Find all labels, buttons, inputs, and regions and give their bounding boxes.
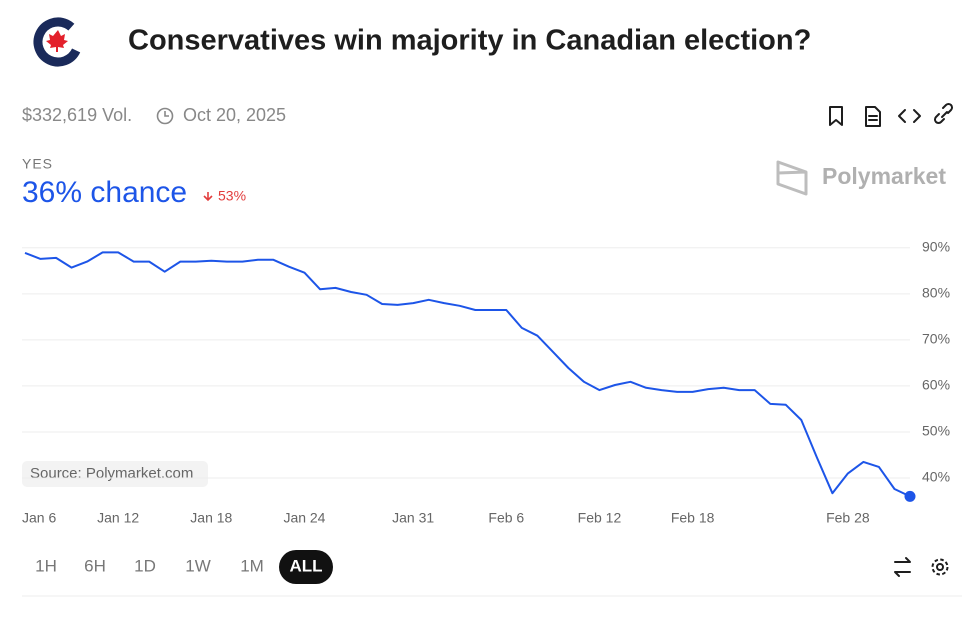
link-button[interactable] [933,102,954,125]
end-date: Oct 20, 2025 [183,105,286,125]
range-active [279,550,333,584]
y-tick-label: 80% [922,285,950,301]
clock-icon [156,107,174,125]
market-title: Conservatives win majority in Canadian e… [128,25,811,57]
chance: 36% chance [22,176,187,209]
party-logo [33,17,83,67]
x-tick-label: Feb 12 [578,510,622,526]
price-line [24,251,911,498]
bookmark-button[interactable] [829,106,843,126]
x-tick-label: Jan 12 [97,510,139,526]
chart: 40% 50% 60% 70% 80% 90% Jan 6 Jan 12 Jan 18 Jan 2… [22,239,950,526]
chance-change: 53% [218,188,246,204]
x-tick-label: Jan 24 [283,510,325,526]
embed-button[interactable] [898,109,921,123]
y-tick-label: 70% [922,331,950,347]
document-button[interactable] [865,106,881,127]
range-button[interactable]: 1D [134,556,156,575]
range-button[interactable]: 1M [240,556,264,575]
range-button[interactable]: 1W [185,556,211,575]
y-tick-label: 90% [922,239,950,255]
x-tick-label: Jan 6 [22,510,56,526]
down-arrow [203,192,213,202]
y-tick-label: 40% [922,469,950,485]
source-box [22,461,208,487]
y-tick-label: 60% [922,377,950,393]
x-tick-label: Jan 18 [190,510,232,526]
swap-button[interactable] [894,557,911,577]
x-tick-label: Feb 18 [671,510,715,526]
x-tick-label: Jan 31 [392,510,434,526]
brand-logo [776,160,808,196]
x-tick-label: Feb 28 [826,510,870,526]
range-selector: 1H 6H 1D 1W 1M ALL [35,550,333,584]
x-tick-label: Feb 6 [488,510,524,526]
range-button[interactable]: 1H [35,556,57,575]
range-button[interactable]: ALL [289,556,322,575]
last-point [904,490,916,502]
range-button[interactable]: 6H [84,556,106,575]
outcome-label: YES [22,156,53,172]
source: Source: Polymarket.com [30,465,193,482]
brand-name: Polymarket [822,163,946,189]
settings-button[interactable] [931,558,949,576]
volume: $332,619 Vol. [22,105,132,125]
y-tick-label: 50% [922,423,950,439]
